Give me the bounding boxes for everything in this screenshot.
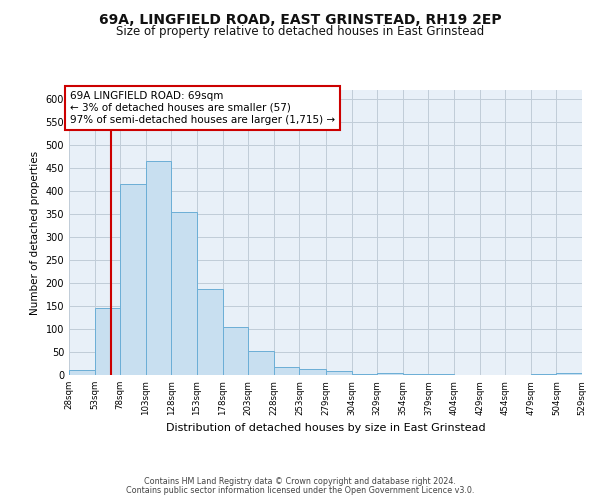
Bar (146, 161, 172, 375)
Bar (95, 308, 120, 375)
Text: Contains HM Land Registry data © Crown copyright and database right 2024.: Contains HM Land Registry data © Crown c… (144, 477, 456, 486)
Bar (120, 184, 146, 375)
Bar (377, 373, 403, 375)
Text: 69A, LINGFIELD ROAD, EAST GRINSTEAD, RH19 2EP: 69A, LINGFIELD ROAD, EAST GRINSTEAD, RH1… (98, 12, 502, 26)
Bar (248, 350, 274, 375)
Text: Contains public sector information licensed under the Open Government Licence v3: Contains public sector information licen… (126, 486, 474, 495)
Bar (428, 374, 454, 375)
Bar (274, 366, 299, 375)
X-axis label: Distribution of detached houses by size in East Grinstead: Distribution of detached houses by size … (166, 423, 485, 433)
Bar (403, 374, 428, 375)
Bar (352, 374, 377, 375)
Text: Size of property relative to detached houses in East Grinstead: Size of property relative to detached ho… (116, 25, 484, 38)
Bar (223, 326, 248, 375)
Bar (326, 372, 352, 375)
Text: 69A LINGFIELD ROAD: 69sqm
← 3% of detached houses are smaller (57)
97% of semi-d: 69A LINGFIELD ROAD: 69sqm ← 3% of detach… (70, 92, 335, 124)
Bar (299, 368, 326, 375)
Bar (172, 212, 197, 375)
Bar (556, 373, 582, 375)
Bar (69, 370, 95, 375)
Y-axis label: Number of detached properties: Number of detached properties (30, 150, 40, 314)
Bar (197, 288, 223, 375)
Bar (531, 374, 556, 375)
